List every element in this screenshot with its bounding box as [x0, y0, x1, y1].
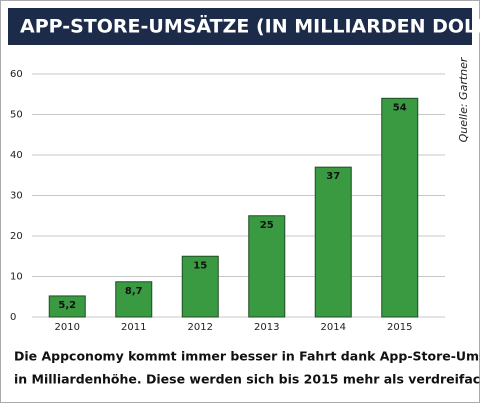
caption-line: in Milliardenhöhe. Diese werden sich bis… — [14, 372, 480, 387]
y-tick-label: 10 — [10, 272, 23, 283]
y-tick-label: 60 — [10, 69, 23, 80]
bar — [248, 215, 286, 318]
y-tick-label: 20 — [10, 231, 23, 242]
x-tick-label: 2015 — [387, 322, 412, 333]
x-tick-label: 2014 — [321, 322, 346, 333]
value-label: 8,7 — [125, 286, 143, 297]
value-label: 54 — [393, 102, 407, 113]
value-label: 15 — [193, 260, 207, 271]
chart-title: APP-STORE-UMSÄTZE (IN MILLIARDEN DOLLAR) — [20, 14, 480, 38]
bar — [115, 281, 153, 318]
y-tick-label: 40 — [10, 150, 23, 161]
bar — [314, 166, 352, 318]
value-label: 25 — [260, 220, 274, 231]
source: Quelle: Gartner — [457, 56, 470, 142]
x-tick-label: 2010 — [55, 322, 80, 333]
value-label: 5,2 — [58, 300, 76, 311]
caption-line: Die Appconomy kommt immer besser in Fahr… — [14, 349, 480, 364]
y-tick-label: 0 — [10, 312, 16, 323]
y-tick-label: 30 — [10, 191, 23, 202]
bar — [48, 295, 86, 318]
value-label: 37 — [326, 171, 340, 182]
bar — [381, 97, 419, 318]
x-tick-label: 2013 — [254, 322, 279, 333]
title-bar — [8, 8, 472, 45]
x-tick-label: 2012 — [188, 322, 213, 333]
x-tick-label: 2011 — [121, 322, 146, 333]
bar — [181, 255, 219, 318]
y-tick-label: 50 — [10, 110, 23, 121]
